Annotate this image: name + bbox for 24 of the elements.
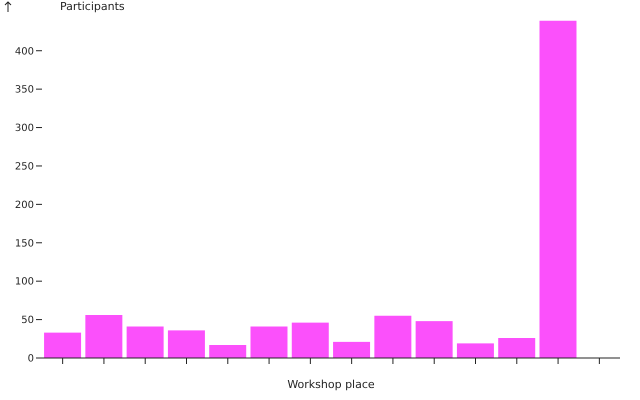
bar [44, 332, 82, 358]
y-tick-label: 200 [14, 200, 34, 211]
bar [209, 344, 246, 358]
y-tick-label: 250 [14, 162, 34, 173]
bar [292, 322, 329, 358]
bar [126, 326, 164, 358]
bar [374, 316, 412, 358]
x-axis-title: Workshop place [287, 378, 375, 391]
bar [250, 326, 288, 358]
bar [333, 342, 370, 358]
y-tick-label: 150 [14, 238, 34, 250]
bar [85, 314, 122, 358]
y-tick-label: 0 [28, 354, 34, 365]
y-tick-label: 300 [14, 123, 34, 134]
bar [416, 321, 453, 358]
bar [539, 20, 576, 358]
bar [456, 343, 494, 358]
y-axis-title: Participants [60, 0, 125, 13]
bar [168, 330, 205, 358]
bar [498, 338, 536, 358]
y-tick-label: 100 [14, 276, 34, 288]
y-tick-label: 350 [14, 84, 34, 96]
y-tick-label: 400 [14, 46, 34, 58]
y-tick-label: 50 [21, 315, 34, 326]
